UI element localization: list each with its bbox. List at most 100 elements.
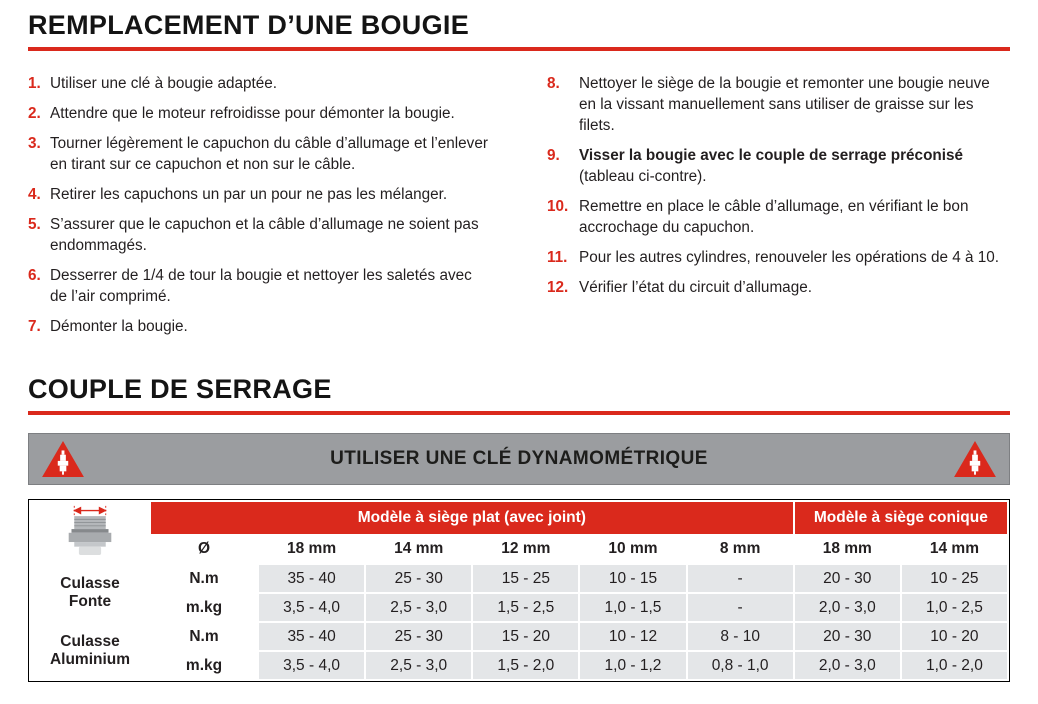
step-item-1: 1. Utiliser une clé à bougie adaptée. (28, 73, 491, 94)
size-header-18mm-conical: 18 mm (794, 535, 900, 563)
steps-column-right: 8. Nettoyer le siège de la bougie et rem… (547, 73, 1010, 346)
torque-value: 35 - 40 (259, 623, 365, 650)
step-text: (tableau ci-contre). (579, 168, 707, 185)
torque-value: - (687, 565, 793, 592)
step-number: 7. (28, 318, 41, 335)
unit-label: m.kg (151, 594, 257, 621)
step-text: Retirer les capuchons un par un pour ne … (50, 186, 448, 203)
size-header-18mm-flat: 18 mm (259, 535, 365, 563)
step-item-12: 12. Vérifier l’état du circuit d’allumag… (547, 277, 1010, 298)
torque-value: 25 - 30 (366, 623, 472, 650)
spark-plug-icon (68, 505, 112, 555)
unit-label: N.m (151, 565, 257, 592)
step-number: 6. (28, 267, 41, 284)
step-number: 10. (547, 198, 569, 215)
step-text: Attendre que le moteur refroidisse pour … (50, 105, 455, 122)
row-group-label-aluminium: Culasse Aluminium (31, 623, 149, 679)
step-text: Remettre en place le câble d’allumage, e… (579, 198, 969, 236)
row-group-label-fonte: Culasse Fonte (31, 565, 149, 621)
torque-value: 1,0 - 2,0 (901, 652, 1007, 679)
torque-value: 1,0 - 1,2 (580, 652, 686, 679)
step-number: 2. (28, 105, 41, 122)
step-item-10: 10. Remettre en place le câble d’allumag… (547, 196, 1010, 238)
torque-table: Modèle à siège plat (avec joint) Modèle … (28, 499, 1010, 682)
spark-plug-warning-icon (41, 440, 85, 478)
step-text: Utiliser une clé à bougie adaptée. (50, 75, 278, 92)
step-item-7: 7. Démonter la bougie. (28, 316, 491, 337)
torque-value: 1,5 - 2,5 (473, 594, 579, 621)
section-title-torque: COUPLE DE SERRAGE (28, 374, 332, 404)
spark-plug-diameter-diagram (31, 502, 149, 563)
step-text: Pour les autres cylindres, renouveler le… (579, 249, 1000, 266)
step-text: Desserrer de 1/4 de tour la bougie et ne… (50, 267, 472, 305)
torque-value: 8 - 10 (687, 623, 793, 650)
title-rule (28, 47, 1010, 51)
size-header-8mm-flat: 8 mm (687, 535, 793, 563)
step-item-2: 2. Attendre que le moteur refroidisse po… (28, 103, 491, 124)
warning-triangle-icon (954, 440, 996, 478)
torque-value: 3,5 - 4,0 (259, 652, 365, 679)
step-number: 1. (28, 75, 41, 92)
manual-page: REMPLACEMENT D’UNE BOUGIE 1. Utiliser un… (28, 10, 1010, 682)
torque-value: 10 - 15 (580, 565, 686, 592)
table-header-row-1: Modèle à siège plat (avec joint) Modèle … (31, 502, 1007, 563)
size-header-12mm-flat: 12 mm (473, 535, 579, 563)
step-item-4: 4. Retirer les capuchons un par un pour … (28, 184, 491, 205)
banner-text: UTILISER UNE CLÉ DYNAMOMÉTRIQUE (330, 448, 708, 469)
steps-section: 1. Utiliser une clé à bougie adaptée. 2.… (28, 73, 1010, 346)
torque-value: 20 - 30 (794, 623, 900, 650)
torque-value: 1,0 - 2,5 (901, 594, 1007, 621)
torque-value: 1,5 - 2,0 (473, 652, 579, 679)
torque-value: 1,0 - 1,5 (580, 594, 686, 621)
step-item-3: 3. Tourner légèrement le capuchon du câb… (28, 133, 491, 175)
torque-value: 0,8 - 1,0 (687, 652, 793, 679)
step-number: 8. (547, 75, 560, 92)
step-number: 12. (547, 279, 569, 296)
step-item-8: 8. Nettoyer le siège de la bougie et rem… (547, 73, 1010, 136)
warning-banner: UTILISER UNE CLÉ DYNAMOMÉTRIQUE (28, 433, 1010, 485)
step-number: 9. (547, 147, 560, 164)
flat-seat-header: Modèle à siège plat (avec joint) (151, 502, 793, 534)
torque-value: 15 - 20 (473, 623, 579, 650)
title-rule (28, 411, 1010, 415)
step-text: Vérifier l’état du circuit d’allumage. (579, 279, 812, 296)
table-header-row-2: Ø 18 mm 14 mm 12 mm 10 mm 8 mm 18 mm 14 … (31, 535, 1007, 563)
size-header-14mm-flat: 14 mm (366, 535, 472, 563)
diameter-symbol-header: Ø (151, 535, 257, 563)
torque-value: 10 - 25 (901, 565, 1007, 592)
conical-seat-header: Modèle à siège conique (794, 502, 1007, 534)
step-text: Tourner légèrement le capuchon du câble … (50, 135, 488, 173)
torque-value: 2,5 - 3,0 (366, 594, 472, 621)
torque-value: 3,5 - 4,0 (259, 594, 365, 621)
page-title-replacement: REMPLACEMENT D’UNE BOUGIE (28, 10, 470, 40)
table-row-aluminium-mkg: m.kg 3,5 - 4,0 2,5 - 3,0 1,5 - 2,0 1,0 -… (31, 652, 1007, 679)
torque-value: 2,0 - 3,0 (794, 652, 900, 679)
torque-value: 20 - 30 (794, 565, 900, 592)
table-row-fonte-mkg: m.kg 3,5 - 4,0 2,5 - 3,0 1,5 - 2,5 1,0 -… (31, 594, 1007, 621)
table-row-aluminium-nm: Culasse Aluminium N.m 35 - 40 25 - 30 15… (31, 623, 1007, 679)
step-item-9: 9. Visser la bougie avec le couple de se… (547, 145, 1010, 187)
step-item-5: 5. S’assurer que le capuchon et la câble… (28, 214, 491, 256)
step-text: S’assurer que le capuchon et la câble d’… (50, 216, 479, 254)
size-header-10mm-flat: 10 mm (580, 535, 686, 563)
step-number: 3. (28, 135, 41, 152)
torque-value: 10 - 20 (901, 623, 1007, 650)
torque-value: 2,0 - 3,0 (794, 594, 900, 621)
step-item-6: 6. Desserrer de 1/4 de tour la bougie et… (28, 265, 491, 307)
torque-value: 10 - 12 (580, 623, 686, 650)
step-number: 11. (547, 249, 568, 266)
step-text: Nettoyer le siège de la bougie et remont… (579, 75, 990, 134)
unit-label: m.kg (151, 652, 257, 679)
step-number: 4. (28, 186, 41, 203)
torque-value: - (687, 594, 793, 621)
steps-column-left: 1. Utiliser une clé à bougie adaptée. 2.… (28, 73, 491, 346)
torque-section: COUPLE DE SERRAGE UTILISER UNE CLÉ DYNAM… (28, 374, 1010, 682)
torque-value: 25 - 30 (366, 565, 472, 592)
step-item-11: 11. Pour les autres cylindres, renouvele… (547, 247, 1010, 268)
unit-label: N.m (151, 623, 257, 650)
warning-triangle-icon (42, 440, 84, 478)
torque-value: 35 - 40 (259, 565, 365, 592)
spark-plug-warning-icon (953, 440, 997, 478)
step-text-bold: Visser la bougie avec le couple de serra… (579, 147, 964, 164)
torque-value: 15 - 25 (473, 565, 579, 592)
